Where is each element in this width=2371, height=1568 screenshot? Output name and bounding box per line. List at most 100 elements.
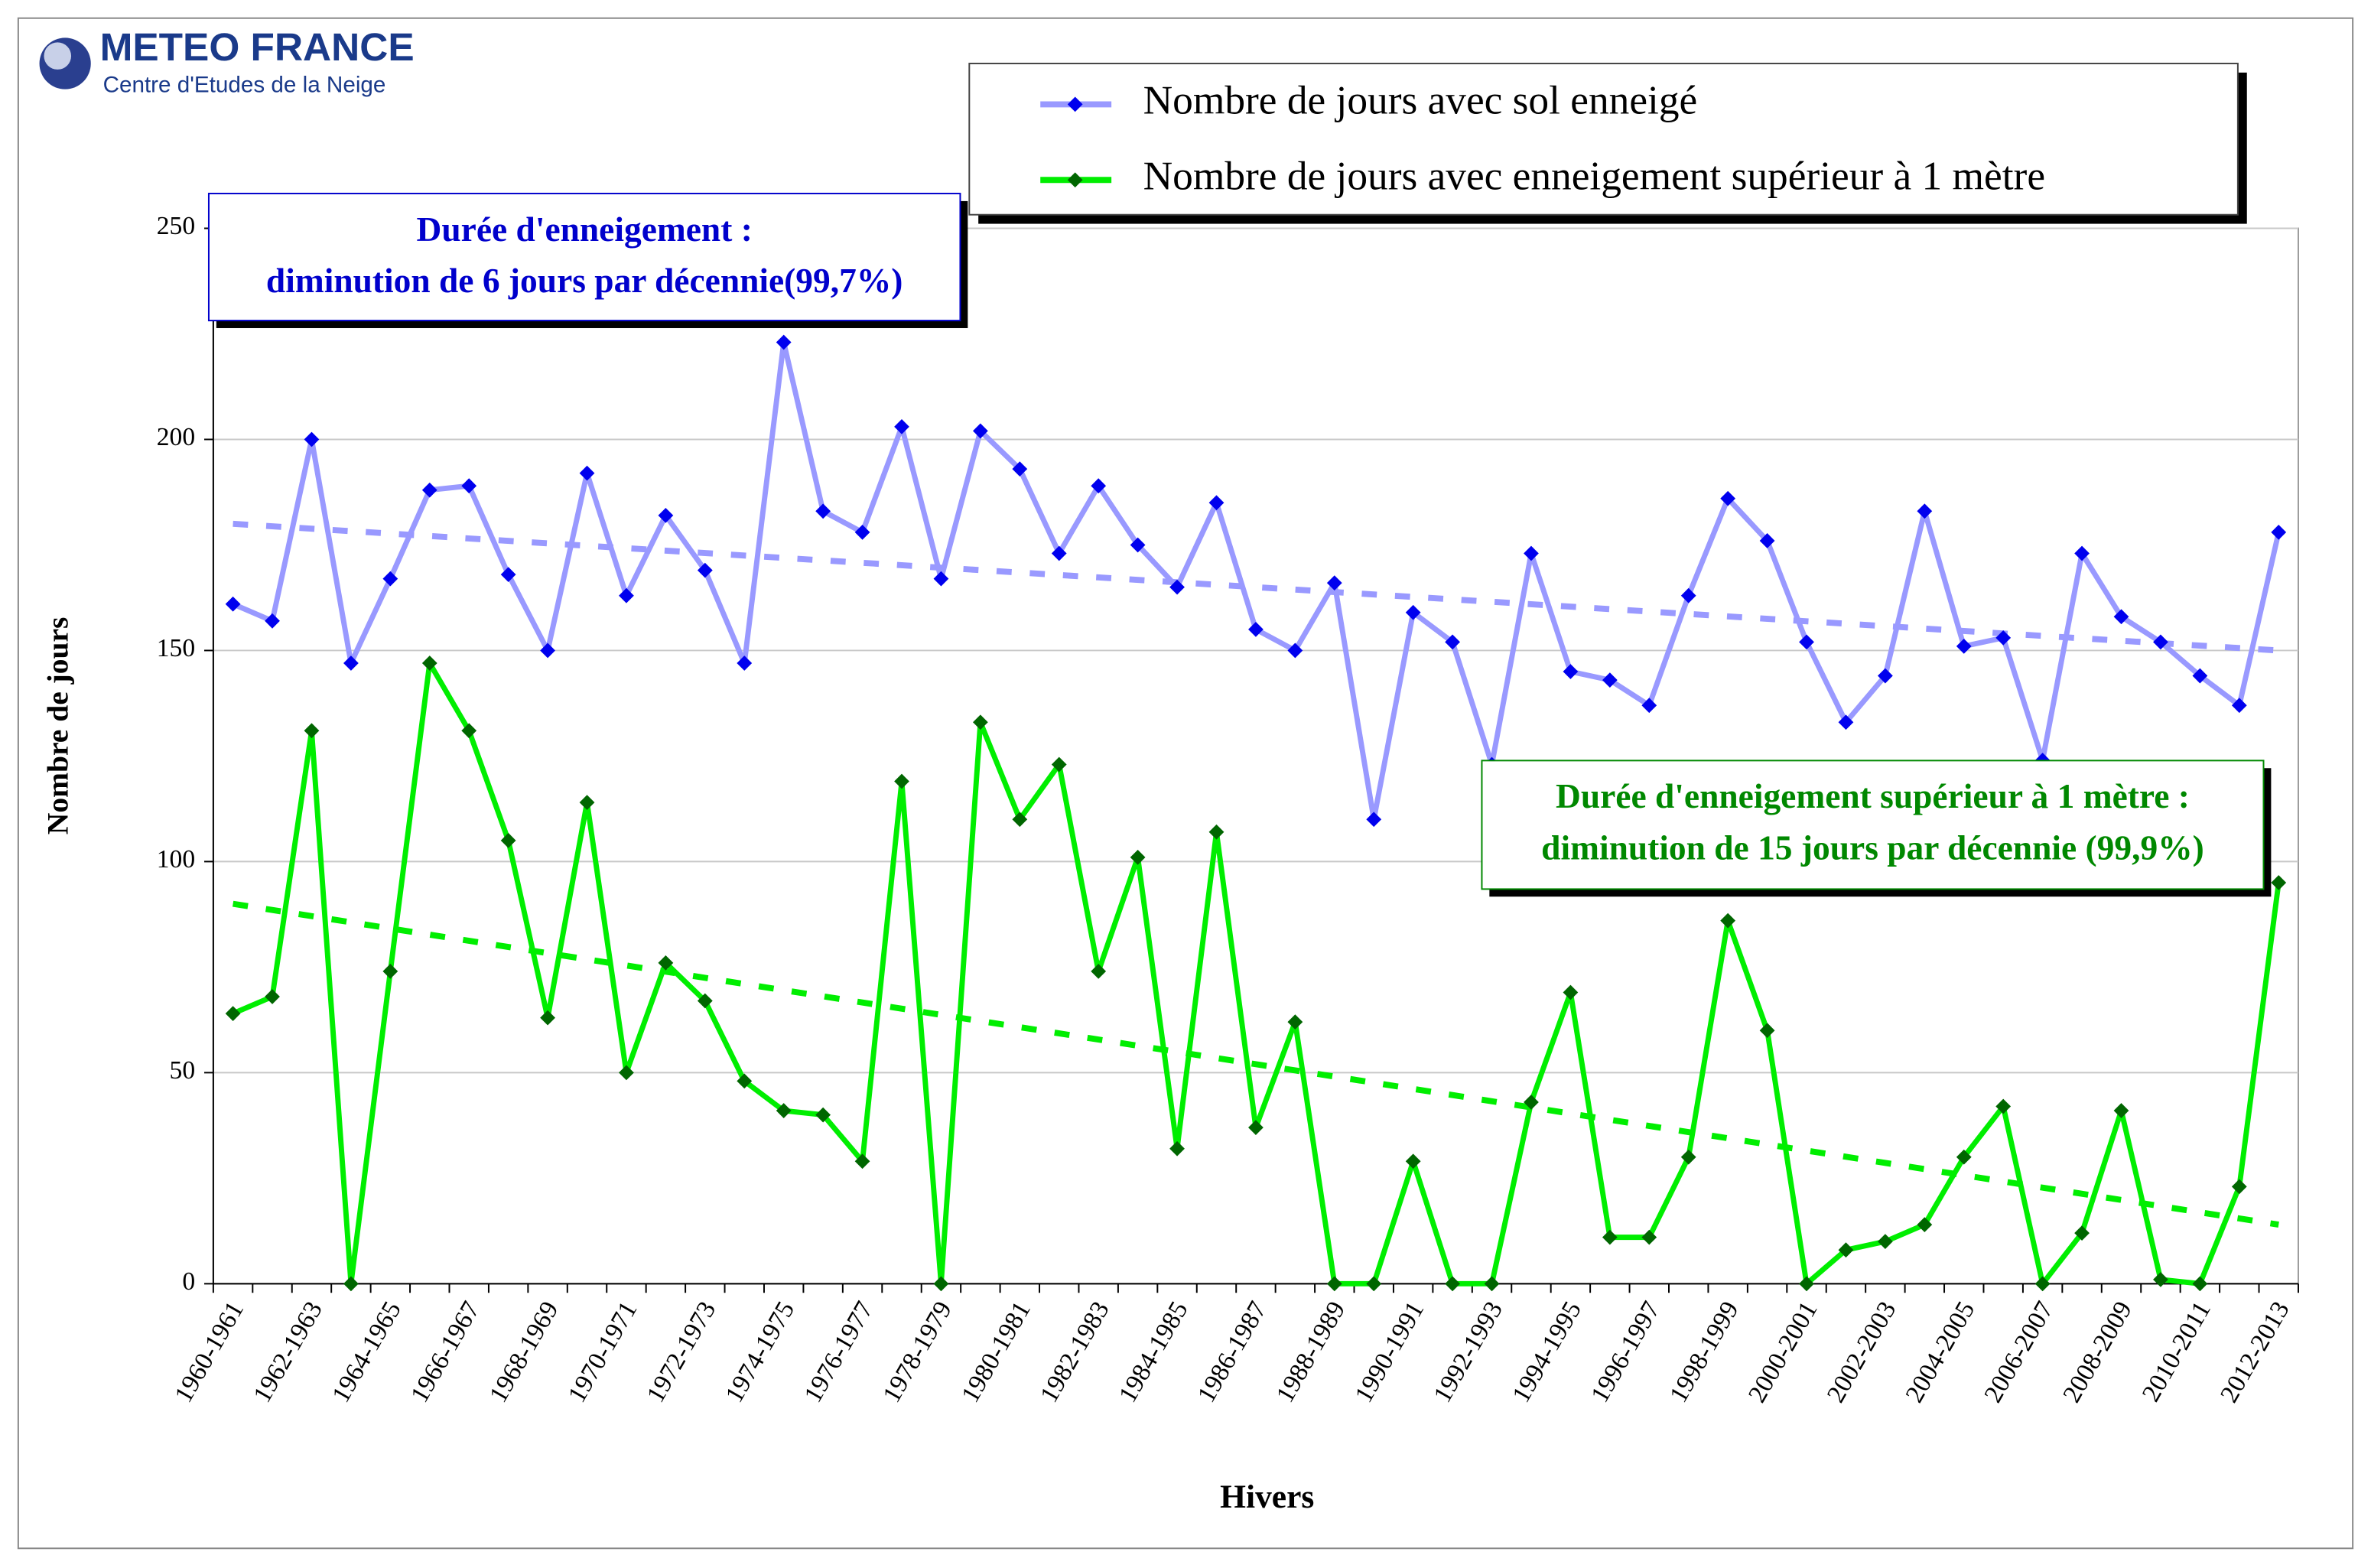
marker xyxy=(1012,461,1028,477)
annotation-text: Durée d'enneigement supérieur à 1 mètre … xyxy=(1556,776,2190,815)
marker xyxy=(658,955,674,971)
marker xyxy=(1445,634,1460,650)
marker xyxy=(1208,824,1225,840)
marker xyxy=(1524,1095,1539,1110)
marker xyxy=(697,993,713,1009)
marker xyxy=(1169,1140,1185,1156)
marker xyxy=(382,571,398,587)
marker xyxy=(1720,912,1736,929)
marker xyxy=(1248,621,1264,637)
annotation-text: Durée d'enneigement : xyxy=(417,210,753,249)
marker xyxy=(1130,850,1146,865)
marker xyxy=(1602,1229,1618,1245)
annotation-text: diminution de 15 jours par décennie (99,… xyxy=(1541,828,2204,867)
marker xyxy=(1130,537,1146,553)
marker xyxy=(972,423,988,439)
marker xyxy=(1484,1276,1500,1292)
marker xyxy=(619,587,634,603)
marker xyxy=(1956,1149,1972,1165)
annotation-box xyxy=(1481,760,2265,890)
marker xyxy=(1680,1149,1696,1165)
marker xyxy=(2271,875,2287,890)
marker xyxy=(1366,812,1382,828)
x-axis-label: Hivers xyxy=(1220,1479,1314,1515)
marker xyxy=(1208,495,1225,511)
marker xyxy=(737,656,753,671)
legend xyxy=(968,63,2239,216)
marker xyxy=(1524,545,1539,561)
marker xyxy=(1012,812,1028,828)
marker xyxy=(2271,525,2287,540)
marker xyxy=(1641,1229,1657,1245)
legend-marker xyxy=(1067,172,1083,188)
marker xyxy=(658,507,674,523)
legend-label: Nombre de jours avec enneigement supérie… xyxy=(1143,152,2045,198)
marker xyxy=(579,465,595,481)
marker xyxy=(1366,1276,1382,1292)
annotation-box xyxy=(207,193,961,322)
marker xyxy=(2153,1271,2168,1287)
marker xyxy=(1956,639,1972,654)
marker xyxy=(421,656,437,671)
marker xyxy=(894,419,909,434)
marker xyxy=(776,334,792,350)
marker xyxy=(1602,672,1618,688)
marker xyxy=(1405,604,1421,620)
marker xyxy=(894,773,909,789)
marker xyxy=(1248,1120,1264,1136)
marker xyxy=(1091,964,1107,979)
logo-icon xyxy=(44,42,72,70)
marker xyxy=(1287,1014,1303,1030)
marker xyxy=(1878,668,1893,684)
marker xyxy=(933,571,949,587)
marker xyxy=(1641,698,1657,714)
marker xyxy=(265,613,280,629)
y-axis-label: Nombre de jours xyxy=(41,617,74,835)
y-tick-label: 150 xyxy=(157,634,195,662)
marker xyxy=(265,989,280,1004)
marker xyxy=(1563,984,1579,1000)
marker xyxy=(225,596,241,612)
marker xyxy=(2192,1276,2208,1292)
marker xyxy=(579,795,595,811)
marker xyxy=(461,478,477,494)
legend-marker xyxy=(1067,96,1083,112)
marker xyxy=(1326,1276,1342,1292)
marker xyxy=(1445,1276,1460,1292)
y-tick-label: 50 xyxy=(170,1056,196,1085)
marker xyxy=(225,1006,241,1021)
marker xyxy=(619,1065,634,1081)
y-tick-label: 250 xyxy=(157,212,195,240)
marker xyxy=(2034,1276,2051,1292)
logo-subtitle: Centre d'Etudes de la Neige xyxy=(103,73,386,98)
marker xyxy=(933,1276,949,1292)
y-tick-label: 200 xyxy=(157,423,195,451)
marker xyxy=(1091,478,1107,494)
marker xyxy=(461,723,477,739)
marker xyxy=(500,567,516,582)
marker xyxy=(540,642,555,659)
marker xyxy=(815,503,831,519)
y-tick-label: 100 xyxy=(157,845,195,873)
marker xyxy=(1799,1276,1814,1292)
marker xyxy=(2153,634,2168,650)
marker xyxy=(1878,1234,1893,1250)
marker xyxy=(1563,664,1579,679)
marker xyxy=(1680,587,1696,603)
marker xyxy=(815,1107,831,1123)
marker xyxy=(421,482,437,498)
marker xyxy=(2113,1103,2129,1118)
marker xyxy=(500,832,516,848)
marker xyxy=(854,525,870,540)
annotation-text: diminution de 6 jours par décennie(99,7%… xyxy=(266,261,903,300)
marker xyxy=(1799,634,1814,650)
legend-label: Nombre de jours avec sol enneigé xyxy=(1143,77,1698,123)
marker xyxy=(2192,668,2208,684)
marker xyxy=(1720,490,1736,506)
marker xyxy=(2113,609,2129,625)
marker xyxy=(540,1010,555,1026)
marker xyxy=(776,1103,792,1118)
logo-title: METEO FRANCE xyxy=(100,24,415,69)
marker xyxy=(697,562,713,578)
